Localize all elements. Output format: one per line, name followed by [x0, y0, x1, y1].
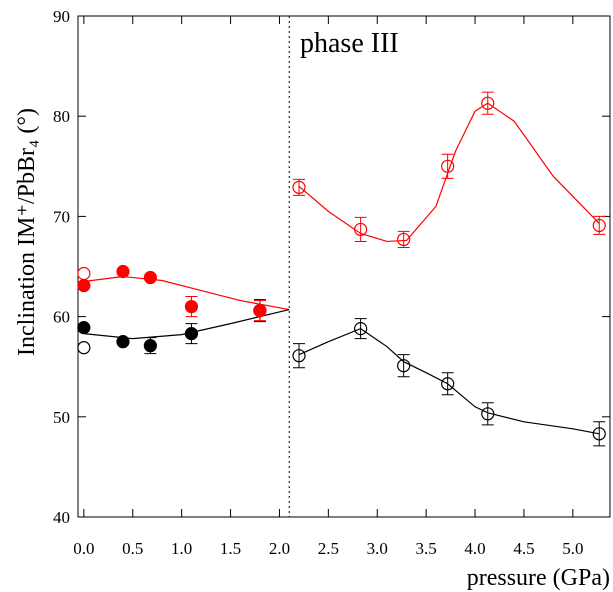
- y-tick-label: 40: [53, 508, 70, 527]
- data-point: [77, 321, 91, 335]
- error-bar: [354, 318, 367, 340]
- x-tick-label: 3.5: [416, 539, 437, 558]
- data-point: [143, 339, 157, 353]
- x-tick-label: 2.0: [269, 539, 290, 558]
- data-point: [481, 407, 495, 421]
- x-axis-label: pressure (GPa): [467, 565, 610, 591]
- data-point: [354, 222, 368, 237]
- data-point: [441, 377, 455, 391]
- y-tick-label: 70: [53, 207, 70, 226]
- data-point: [292, 349, 306, 363]
- error-bar: [293, 178, 306, 196]
- data-point: [397, 359, 411, 373]
- data-point: [481, 96, 495, 110]
- x-tick-label: 1.5: [220, 539, 241, 558]
- error-bar: [354, 216, 367, 242]
- y-tick-label: 60: [53, 308, 70, 327]
- y-tick-label: 50: [53, 408, 70, 427]
- error-bar: [397, 354, 410, 378]
- x-tick-label: 1.0: [171, 539, 192, 558]
- data-point: [292, 180, 306, 194]
- y-tick-label: 90: [53, 7, 70, 26]
- error-bar: [441, 153, 454, 179]
- x-tick-label: 4.5: [513, 539, 534, 558]
- data-point: [253, 303, 267, 318]
- data-point: [184, 327, 199, 341]
- data-point: [77, 341, 91, 355]
- fit-curve: [83, 309, 290, 340]
- x-tick-label: 0.0: [73, 539, 94, 558]
- data-point: [116, 264, 130, 279]
- fit-curve: [298, 327, 600, 435]
- fit-curve: [298, 102, 600, 243]
- data-point: [354, 322, 368, 336]
- y-axis-label: Inclination IM⁺/PbBr₄ (°): [14, 108, 40, 356]
- data-point: [116, 335, 130, 349]
- data-point: [184, 299, 199, 314]
- error-bar: [397, 230, 410, 248]
- error-bar: [441, 372, 454, 396]
- data-point: [592, 218, 606, 233]
- data-point: [143, 270, 157, 285]
- data-point: [397, 232, 411, 247]
- annotation: phase III: [300, 28, 399, 59]
- x-tick-label: 0.5: [122, 539, 143, 558]
- x-tick-label: 4.0: [464, 539, 485, 558]
- y-tick-label: 80: [53, 107, 70, 126]
- x-tick-label: 5.0: [562, 539, 583, 558]
- error-bar: [481, 91, 494, 115]
- error-bar: [481, 402, 494, 426]
- error-bar: [593, 421, 606, 447]
- data-point: [77, 278, 91, 293]
- error-bar: [293, 343, 306, 369]
- data-point: [592, 427, 606, 441]
- data-point: [441, 159, 455, 173]
- data-point: [77, 266, 91, 281]
- fit-curve: [83, 275, 290, 311]
- x-tick-label: 2.5: [318, 539, 339, 558]
- x-tick-label: 3.0: [367, 539, 388, 558]
- plot-frame: [77, 15, 611, 518]
